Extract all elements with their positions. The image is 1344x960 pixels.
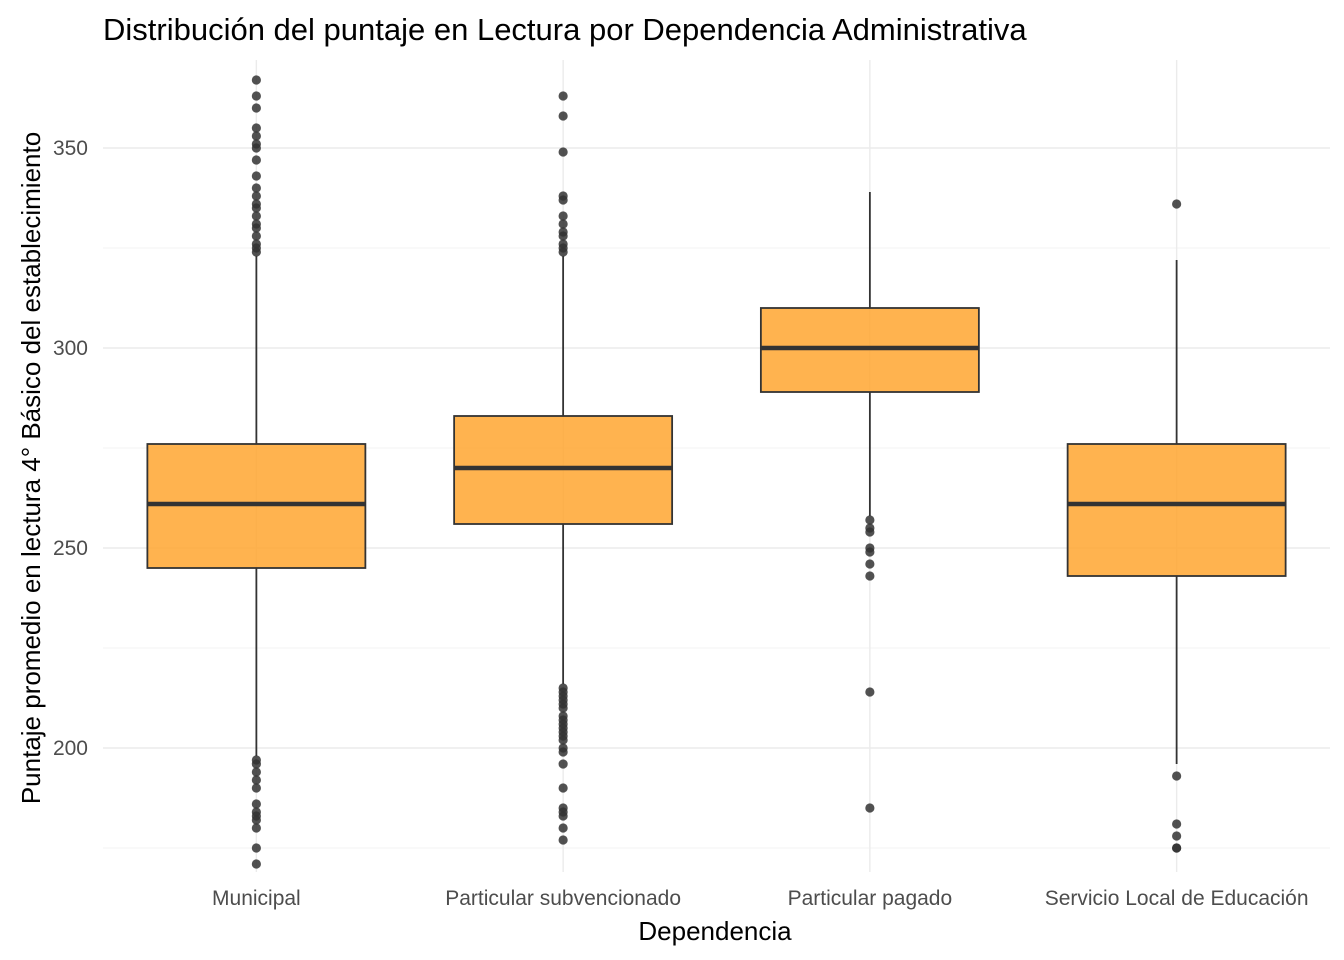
outlier-point	[1172, 831, 1182, 841]
outlier-point	[251, 843, 261, 853]
outlier-point	[251, 203, 261, 213]
outlier-point	[558, 147, 568, 157]
outlier-point	[865, 803, 875, 813]
box-group	[146, 75, 367, 869]
outlier-point	[865, 515, 875, 525]
outlier-point	[558, 759, 568, 769]
outlier-point	[251, 191, 261, 201]
outlier-point	[251, 131, 261, 141]
outlier-point	[865, 687, 875, 697]
y-tick-label: 200	[53, 737, 88, 760]
outlier-point	[558, 811, 568, 821]
outlier-point	[251, 799, 261, 809]
outlier-point	[558, 219, 568, 229]
outlier-point	[1172, 199, 1182, 209]
outlier-point	[251, 231, 261, 241]
y-tick-label: 300	[53, 337, 88, 360]
y-axis-title: Puntaje promedio en lectura 4° Básico de…	[16, 132, 46, 804]
outlier-point	[1172, 819, 1182, 829]
outlier-point	[865, 547, 875, 557]
outlier-point	[251, 767, 261, 777]
box-iqr	[1066, 443, 1287, 577]
outlier-point	[558, 231, 568, 241]
outlier-point	[251, 91, 261, 101]
outlier-point	[558, 211, 568, 221]
outlier-point	[251, 775, 261, 785]
outlier-point	[865, 527, 875, 537]
outlier-point	[558, 703, 568, 713]
outlier-point	[251, 223, 261, 233]
outlier-point	[251, 123, 261, 133]
outlier-point	[1172, 843, 1182, 853]
outlier-point	[251, 155, 261, 165]
outlier-point	[251, 247, 261, 257]
y-tick-label: 350	[53, 137, 88, 160]
x-axis-ticks: Municipal Particular subvencionado Particu…	[212, 887, 1309, 910]
box-group	[453, 91, 674, 845]
outlier-point	[865, 559, 875, 569]
outlier-point	[251, 211, 261, 221]
outlier-point	[1172, 771, 1182, 781]
x-tick-label: Servicio Local de Educación	[1045, 887, 1309, 910]
outlier-point	[251, 143, 261, 153]
outlier-point	[865, 571, 875, 581]
x-axis-title: Dependencia	[638, 916, 792, 946]
outlier-point	[558, 823, 568, 833]
x-tick-label: Particular subvencionado	[445, 887, 681, 910]
outlier-point	[251, 103, 261, 113]
y-axis-ticks: 200 250 300 350	[53, 137, 88, 760]
outlier-point	[251, 823, 261, 833]
outlier-point	[558, 247, 568, 257]
outlier-point	[558, 91, 568, 101]
outlier-point	[251, 171, 261, 181]
y-tick-label: 250	[53, 537, 88, 560]
outlier-point	[558, 735, 568, 745]
x-tick-label: Particular pagado	[788, 887, 953, 910]
outlier-point	[558, 195, 568, 205]
outlier-point	[251, 783, 261, 793]
outlier-point	[251, 759, 261, 769]
outlier-point	[251, 183, 261, 193]
x-tick-label: Municipal	[212, 887, 301, 910]
outlier-point	[558, 747, 568, 757]
box-group	[1066, 199, 1287, 853]
boxes-layer	[146, 75, 1287, 869]
box-group	[759, 192, 980, 813]
outlier-point	[251, 815, 261, 825]
outlier-point	[558, 783, 568, 793]
chart-title: Distribución del puntaje en Lectura por …	[103, 12, 1027, 47]
outlier-point	[251, 859, 261, 869]
outlier-point	[558, 835, 568, 845]
outlier-point	[251, 75, 261, 85]
outlier-point	[558, 111, 568, 121]
